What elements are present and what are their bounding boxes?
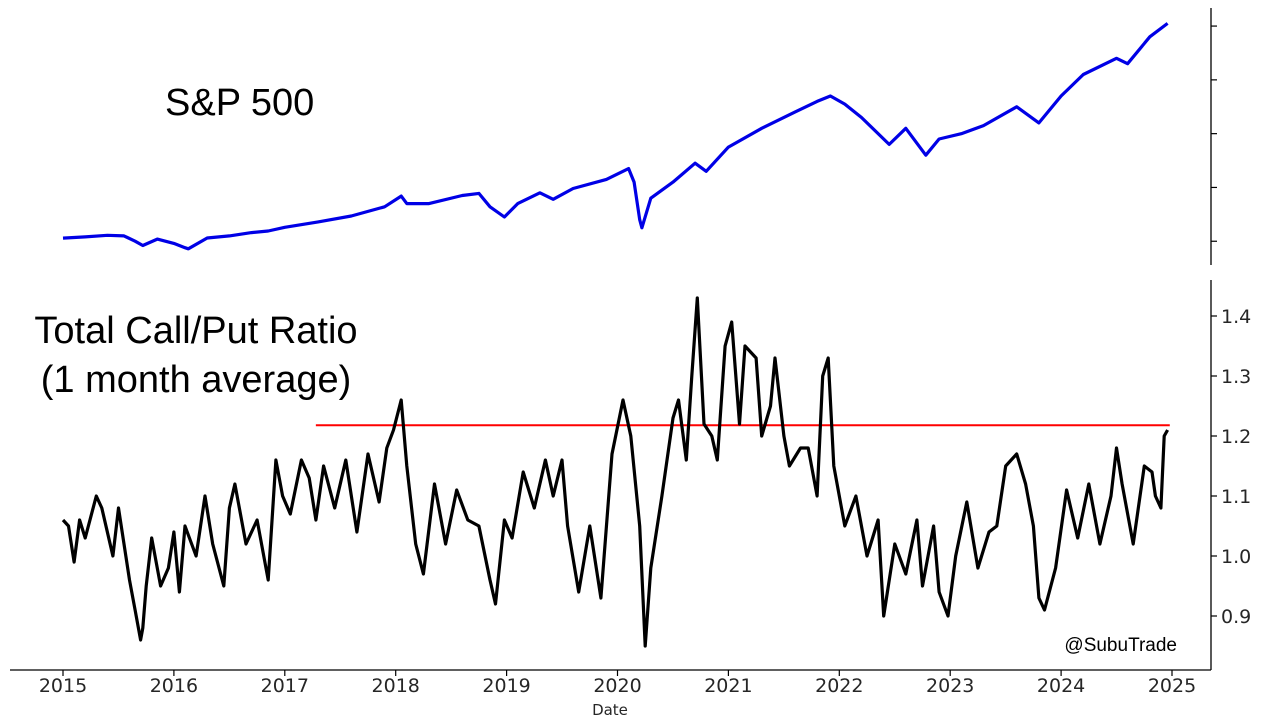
x-tick-label: 2021 <box>704 675 752 697</box>
ratio-series-line <box>61 296 1169 648</box>
ratio-title-line-1: Total Call/Put Ratio <box>34 310 357 352</box>
x-tick-label: 2019 <box>482 675 530 697</box>
x-tick-label: 2023 <box>926 675 974 697</box>
ratio-panel: Total Call/Put Ratio (1 month average) 0… <box>10 280 1251 719</box>
x-tick-label: 2024 <box>1037 675 1085 697</box>
x-tick-label: 2016 <box>150 675 198 697</box>
ratio-y-ticks: 0.9 1.0 1.1 1.2 1.3 1.4 <box>1211 306 1251 628</box>
sp500-title: S&P 500 <box>165 82 314 124</box>
y-tick-label: 1.4 <box>1221 306 1251 328</box>
x-axis-ticks: 2015 2016 2017 2018 2019 2020 2021 2022 2023 2024… <box>39 670 1196 697</box>
x-tick-label: 2020 <box>593 675 641 697</box>
ratio-title-line-2: (1 month average) <box>41 359 352 401</box>
y-tick-label: 1.1 <box>1221 486 1251 508</box>
x-tick-label: 2025 <box>1148 675 1196 697</box>
x-tick-label: 2017 <box>261 675 309 697</box>
x-tick-label: 2022 <box>815 675 863 697</box>
y-tick-label: 1.2 <box>1221 426 1251 448</box>
sp500-series-line <box>62 22 1169 251</box>
y-tick-label: 1.0 <box>1221 546 1251 568</box>
x-axis-label: Date <box>592 701 628 719</box>
sp500-y-ticks <box>1211 25 1217 242</box>
y-tick-label: 1.3 <box>1221 366 1251 388</box>
x-tick-label: 2015 <box>39 675 87 697</box>
credit-label: @SubuTrade <box>1064 635 1177 656</box>
x-tick-label: 2018 <box>372 675 420 697</box>
y-tick-label: 0.9 <box>1221 606 1251 628</box>
sp500-panel: S&P 500 <box>62 8 1217 265</box>
